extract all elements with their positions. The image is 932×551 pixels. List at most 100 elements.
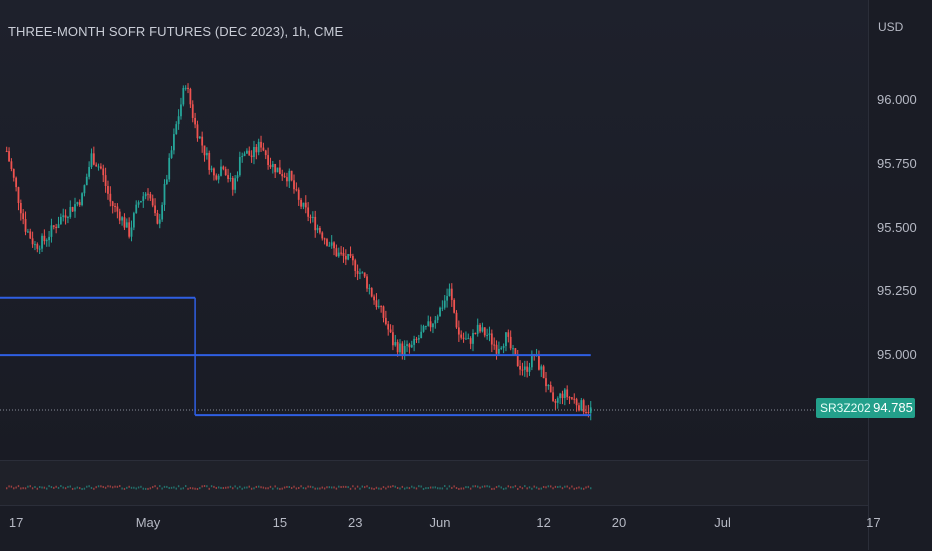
candle-body [392, 332, 394, 346]
candle-body [467, 338, 470, 340]
volume-bar [469, 487, 472, 490]
candle-body [224, 169, 227, 176]
volume-bar [206, 485, 208, 488]
candle-body [396, 342, 399, 353]
volume-bar [293, 485, 295, 488]
candle-body [335, 248, 338, 257]
candle-body [302, 202, 305, 207]
volume-bar [62, 486, 64, 489]
candle-body [490, 333, 493, 345]
x-tick-label: 15 [272, 515, 288, 530]
volume-bar [123, 487, 126, 490]
volume-bar [502, 487, 505, 490]
candle-body [55, 226, 58, 229]
symbol-badge: SR3Z2023 [816, 398, 882, 418]
candle-body [140, 201, 142, 203]
volume-bar [507, 485, 510, 488]
candle-body [340, 252, 343, 254]
candle-body [450, 288, 453, 300]
volume-bar [64, 487, 67, 490]
candle-body [429, 321, 432, 328]
candle-body [410, 344, 413, 348]
candle-body [516, 355, 519, 367]
volume-bar [283, 486, 286, 489]
candle-body [97, 166, 100, 168]
volume-bar [585, 486, 587, 489]
price-chart[interactable] [0, 0, 868, 505]
volume-bar [239, 485, 241, 488]
candle-body [196, 124, 199, 139]
candle-body [260, 141, 262, 148]
candle-body [71, 207, 74, 212]
candle-body [248, 150, 251, 156]
candle-body [441, 307, 444, 309]
volume-bar [142, 487, 144, 490]
candle-body [424, 325, 427, 327]
volume-bar [399, 487, 401, 490]
volume-bar [161, 487, 163, 490]
volume-bar [528, 486, 531, 489]
volume-bar [173, 486, 175, 489]
volume-pane[interactable] [0, 460, 868, 506]
candle-body [177, 116, 180, 125]
volume-bar [144, 487, 147, 490]
candle-body [309, 216, 312, 218]
volume-bar [210, 485, 213, 488]
candle-body [267, 155, 270, 166]
candle-body [26, 231, 29, 233]
volume-bar [373, 487, 375, 490]
volume-bar [192, 487, 194, 490]
volume-bar [109, 485, 112, 488]
candle-body [568, 397, 571, 399]
volume-bar [432, 486, 434, 489]
volume-bar [222, 487, 225, 490]
candle-body [549, 384, 552, 393]
volume-bar [514, 485, 517, 488]
candle-body [217, 175, 220, 180]
candle-body [293, 180, 295, 190]
candle-body [81, 193, 83, 206]
candle-body [295, 189, 298, 191]
candle-body [311, 216, 314, 218]
volume-bar [79, 487, 81, 490]
candle-body [495, 344, 498, 354]
candle-body [384, 317, 387, 325]
volume-bar [542, 485, 545, 488]
candle-body [107, 186, 109, 194]
time-axis[interactable] [0, 505, 868, 551]
candle-body [589, 407, 592, 413]
candle-body [132, 213, 135, 228]
candle-body [67, 217, 69, 219]
candle-body [377, 305, 380, 307]
volume-bar [27, 485, 29, 488]
volume-bar [495, 486, 498, 489]
candle-body [264, 150, 267, 156]
x-tick-label: 17 [8, 515, 24, 530]
volume-bar [152, 486, 154, 489]
plot-area[interactable] [0, 0, 868, 460]
volume-bar [147, 487, 149, 490]
volume-bar [467, 486, 469, 489]
candle-body [561, 393, 564, 399]
volume-bar [385, 487, 387, 490]
candle-body [328, 245, 331, 247]
volume-bar [187, 487, 189, 490]
volume-bar [236, 487, 239, 490]
candle-body [203, 145, 206, 156]
candle-body [519, 366, 521, 370]
volume-bar [477, 485, 479, 488]
candle-body [448, 288, 451, 297]
price-axis[interactable] [868, 0, 932, 550]
candle-body [12, 169, 15, 178]
candle-body [359, 272, 361, 274]
volume-bar [460, 487, 462, 490]
volume-bar [220, 486, 222, 489]
candle-body [227, 175, 229, 179]
y-tick-label: 95.750 [877, 155, 917, 171]
currency-label[interactable]: USD [878, 20, 904, 34]
volume-bar [203, 485, 206, 488]
volume-bar [312, 486, 314, 489]
candle-body [488, 333, 491, 336]
candle-body [205, 152, 208, 156]
candle-body [356, 270, 359, 274]
